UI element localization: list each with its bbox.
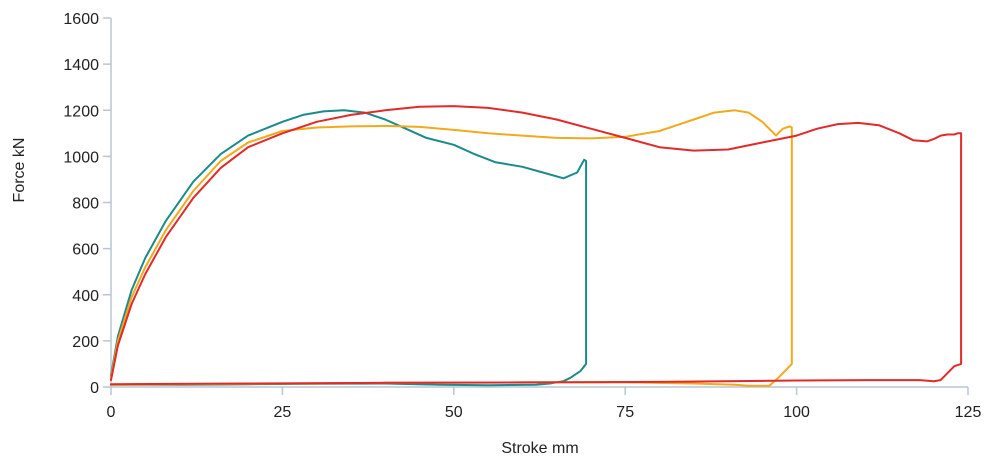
y-tick-label: 1400 bbox=[63, 57, 99, 74]
series-line-3 bbox=[110, 105, 963, 386]
y-tick-label: 200 bbox=[72, 334, 99, 351]
x-tick-label: 100 bbox=[783, 404, 810, 421]
y-tick-label: 0 bbox=[90, 380, 99, 397]
y-tick-label: 1600 bbox=[63, 11, 99, 28]
axes-layer bbox=[103, 17, 969, 395]
y-tick-label: 1000 bbox=[63, 149, 99, 166]
labels-layer: Stroke mm Force kN 020040060080010001200… bbox=[11, 11, 981, 457]
x-tick-label: 125 bbox=[955, 404, 982, 421]
y-tick-label: 600 bbox=[72, 242, 99, 259]
x-tick-label: 25 bbox=[274, 404, 292, 421]
x-tick-label: 0 bbox=[107, 404, 116, 421]
series-line-1 bbox=[110, 109, 588, 387]
x-tick-label: 75 bbox=[616, 404, 634, 421]
y-tick-label: 400 bbox=[72, 288, 99, 305]
y-tick-label: 800 bbox=[72, 196, 99, 213]
x-axis-title: Stroke mm bbox=[501, 440, 578, 457]
x-tick-label: 50 bbox=[445, 404, 463, 421]
y-tick-label: 1200 bbox=[63, 103, 99, 120]
series-layer bbox=[110, 105, 963, 387]
series-line-2 bbox=[110, 109, 793, 387]
y-axis-title: Force kN bbox=[11, 138, 28, 203]
